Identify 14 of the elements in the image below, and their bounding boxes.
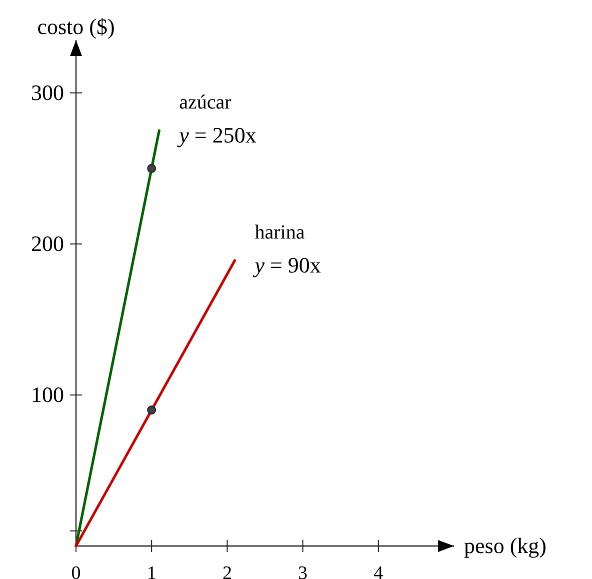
annotation: y = 90x	[252, 252, 321, 278]
x-tick-label: 1	[146, 563, 156, 579]
x-tick-label: 4	[374, 563, 384, 579]
y-tick-label: 100	[31, 382, 64, 407]
x-tick-label: 2	[222, 563, 232, 579]
annotation: azúcar	[179, 92, 232, 114]
y-tick-label: 300	[31, 80, 64, 105]
x-tick-label: 3	[298, 563, 308, 579]
annotation: harina	[254, 222, 305, 244]
x-axis-title: peso (kg)	[464, 533, 546, 558]
y-tick-label: 200	[31, 230, 64, 256]
annotation: y = 250x	[177, 122, 256, 148]
x-tick-label: 0	[71, 563, 81, 579]
y-axis-title: costo ($)	[37, 14, 115, 39]
